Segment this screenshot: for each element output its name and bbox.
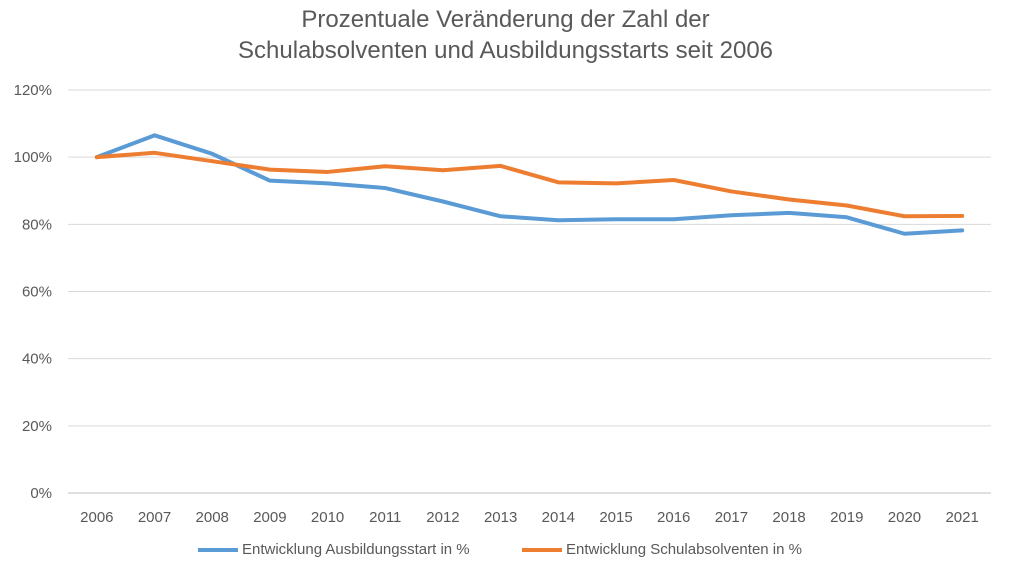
data-point — [152, 151, 157, 155]
x-tick-label: 2006 — [80, 509, 113, 526]
x-tick-label: 2013 — [484, 509, 517, 526]
chart-title: Prozentuale Veränderung der Zahl der Sch… — [0, 4, 1011, 66]
data-point — [671, 217, 676, 222]
data-point — [960, 214, 964, 218]
data-point — [268, 167, 272, 172]
legend-label-ausbildungsstart: Entwicklung Ausbildungsstart in % — [242, 541, 470, 558]
data-point — [556, 180, 561, 185]
data-point — [614, 217, 618, 222]
series-line — [94, 150, 965, 219]
x-tick-label: 2016 — [657, 509, 690, 526]
data-point — [960, 228, 964, 233]
data-point — [268, 178, 272, 183]
data-point — [729, 213, 734, 218]
data-point — [498, 214, 503, 219]
data-point — [902, 231, 907, 236]
y-axis-tick-labels: 0% 20% 40% 60% 80% 100% 120% — [14, 82, 52, 502]
data-series — [94, 133, 965, 236]
data-point — [556, 218, 561, 223]
data-point — [441, 199, 445, 204]
data-point — [210, 152, 215, 156]
data-point — [787, 197, 791, 202]
x-tick-label: 2011 — [369, 509, 401, 526]
data-point — [383, 164, 388, 169]
x-tick-label: 2008 — [196, 509, 229, 526]
x-tick-label: 2014 — [542, 509, 575, 526]
legend: Entwicklung Ausbildungsstart in % Entwic… — [0, 541, 1011, 565]
series-ausbildungsstart — [94, 133, 965, 236]
data-point — [325, 170, 330, 174]
chart-title-line-2: Schulabsolventen und Ausbildungsstarts s… — [237, 37, 774, 64]
data-point — [210, 159, 215, 163]
y-tick-label: 100% — [14, 149, 52, 166]
y-tick-label: 20% — [22, 418, 52, 435]
data-point — [383, 186, 388, 190]
legend-label-schulabsolventen: Entwicklung Schulabsolventen in % — [566, 541, 802, 558]
x-tick-label: 2010 — [311, 509, 344, 526]
legend-item-ausbildungsstart: Entwicklung Ausbildungsstart in % — [198, 541, 470, 558]
x-tick-label: 2007 — [138, 509, 171, 526]
x-tick-label: 2018 — [772, 509, 805, 526]
data-point — [152, 133, 157, 138]
y-tick-label: 120% — [14, 82, 52, 99]
y-tick-label: 0% — [30, 485, 52, 502]
y-tick-label: 40% — [22, 351, 52, 368]
data-point — [729, 189, 734, 194]
data-point — [441, 168, 445, 173]
x-axis-tick-labels: 2006 2007 2008 2009 2010 2011 2012 2013 2014 2015… — [80, 509, 979, 526]
data-point — [787, 211, 791, 215]
x-tick-label: 2017 — [715, 509, 748, 526]
data-point — [671, 178, 676, 182]
x-tick-label: 2021 — [945, 509, 978, 526]
x-tick-label: 2019 — [830, 509, 863, 526]
y-tick-label: 80% — [22, 216, 52, 233]
data-point — [614, 181, 618, 186]
data-point — [95, 155, 99, 159]
x-tick-label: 2012 — [426, 509, 459, 526]
chart-title-line-1: Prozentuale Veränderung der Zahl der — [301, 6, 710, 33]
x-tick-label: 2015 — [599, 509, 632, 526]
legend-swatch-schulabsolventen — [522, 547, 562, 552]
data-point — [325, 181, 330, 186]
legend-swatch-ausbildungsstart — [198, 547, 238, 552]
x-tick-label: 2009 — [253, 509, 286, 526]
series-line — [94, 133, 965, 236]
data-point — [844, 203, 849, 208]
series-schulabsolventen — [94, 150, 965, 219]
legend-item-schulabsolventen: Entwicklung Schulabsolventen in % — [522, 541, 802, 558]
data-point — [498, 164, 503, 168]
data-point — [902, 214, 907, 219]
data-point — [844, 215, 849, 220]
y-tick-label: 60% — [22, 284, 52, 301]
x-tick-label: 2020 — [888, 509, 921, 526]
